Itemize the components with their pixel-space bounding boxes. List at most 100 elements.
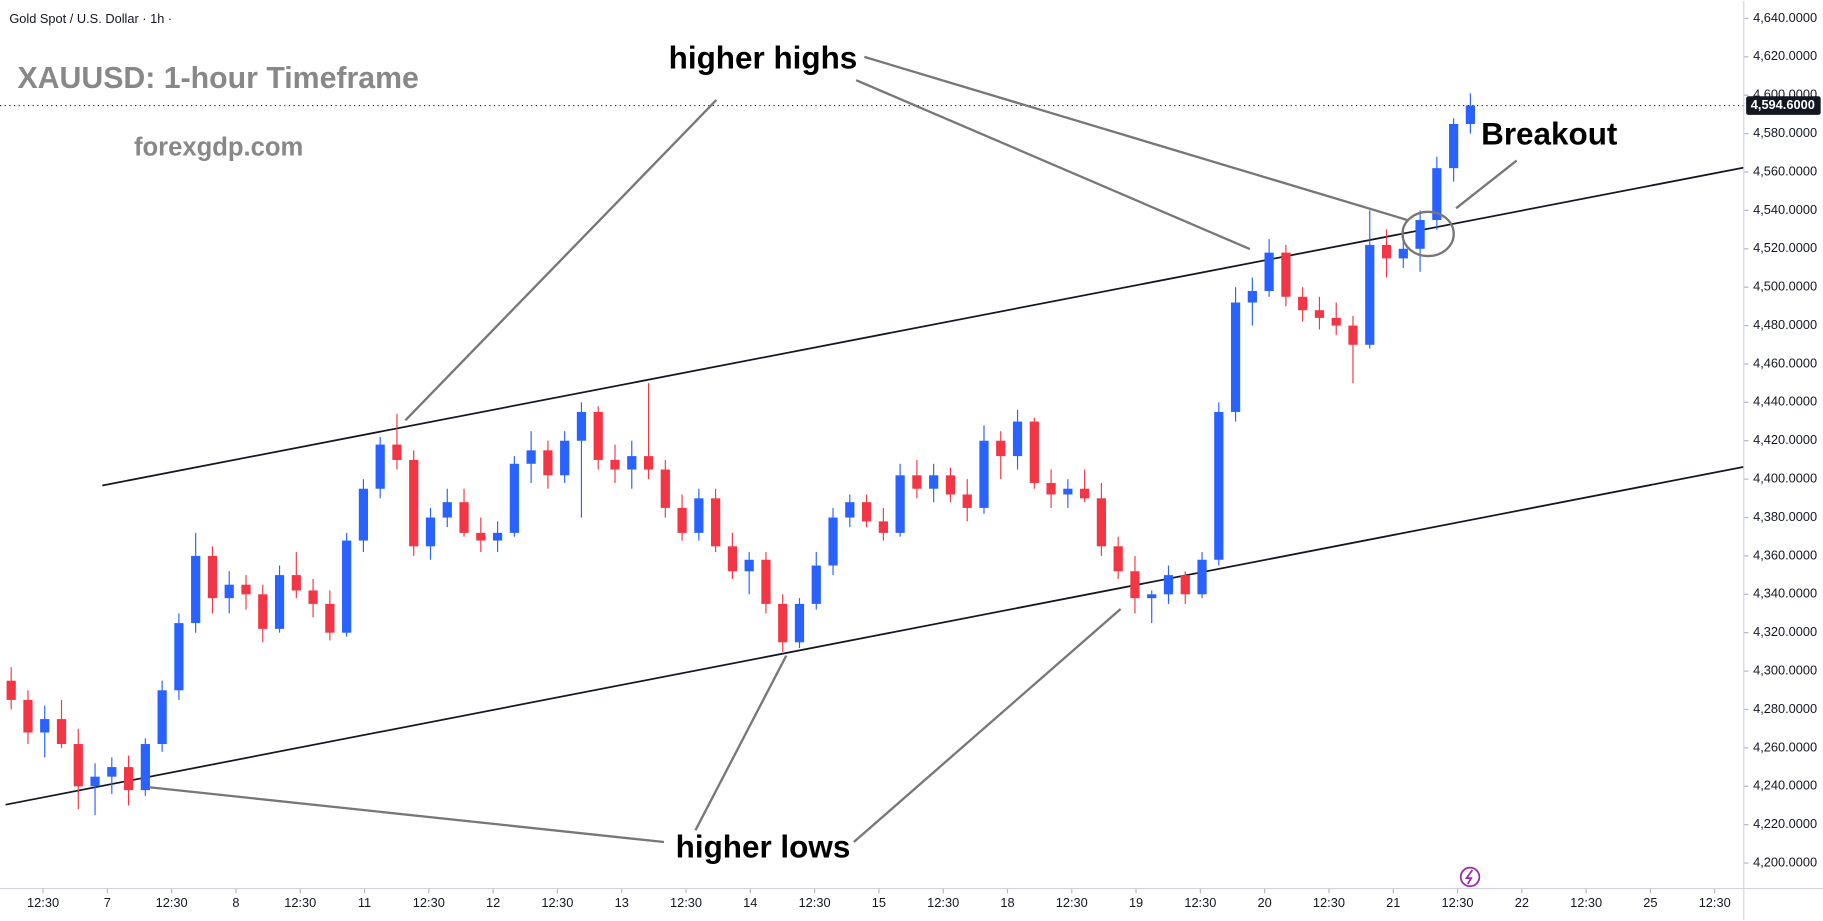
candle-body [291, 575, 301, 591]
candle-body [1230, 302, 1241, 412]
candle-body [425, 517, 436, 547]
arrow [853, 608, 1122, 843]
candle-body [861, 502, 872, 522]
candle-body [1046, 482, 1056, 495]
y-tick-label: 4,240.0000 [1753, 778, 1817, 793]
candle-body [878, 521, 888, 533]
candle-body [325, 603, 335, 633]
candle-body [1449, 124, 1459, 169]
y-tick-label: 4,260.0000 [1753, 739, 1817, 754]
trendline [102, 166, 1744, 487]
breakout-circle [1401, 210, 1455, 258]
candle-body [1432, 168, 1442, 220]
candle-body [1080, 488, 1090, 499]
candle-body [1012, 421, 1023, 457]
candle-body [1247, 291, 1257, 303]
y-tick-label: 4,420.0000 [1753, 432, 1817, 447]
candle-body [593, 411, 603, 460]
candle-body [1214, 411, 1224, 560]
arrow [694, 655, 788, 831]
candle-body [1298, 296, 1308, 311]
candle-body [375, 444, 385, 489]
candle-body [996, 440, 1006, 457]
candle-body [1029, 421, 1039, 483]
chart-title: XAUUSD: 1-hour Timeframe [17, 62, 418, 95]
x-tick-label: 25 [1643, 895, 1657, 910]
last-price-box [1746, 96, 1821, 115]
y-tick-label: 4,640.0000 [1753, 10, 1817, 25]
x-tick-label: 12:30 [1570, 895, 1602, 910]
candle-body [627, 456, 637, 470]
candle-body [694, 498, 704, 533]
y-tick-label: 4,580.0000 [1753, 125, 1817, 140]
candle-body [191, 555, 201, 624]
x-tick-label: 12:30 [27, 895, 59, 910]
candle-body [392, 444, 402, 460]
x-tick-label: 14 [743, 895, 757, 910]
candle-body [1197, 559, 1207, 595]
replay-icon[interactable] [1459, 866, 1481, 888]
candle-body [560, 440, 570, 476]
candle-body [962, 494, 972, 508]
annotation: Breakout [1481, 116, 1618, 151]
candle-body [23, 699, 33, 733]
candle-body [576, 411, 587, 441]
candle-body [492, 532, 503, 541]
candle-body [895, 475, 905, 533]
candle-body [90, 776, 100, 787]
x-tick-label: 12:30 [1056, 895, 1088, 910]
icon-circle [1459, 866, 1481, 888]
candle-body [1163, 575, 1174, 595]
candle-body [140, 744, 150, 791]
y-tick-label: 4,440.0000 [1753, 394, 1817, 409]
y-tick-label: 4,200.0000 [1753, 854, 1817, 869]
candle-body [409, 459, 419, 547]
y-tick-label: 4,620.0000 [1753, 48, 1817, 63]
x-tick-label: 12:30 [284, 895, 316, 910]
candle-body [643, 456, 654, 470]
candle-body [174, 623, 184, 691]
x-tick-label: 12:30 [1184, 895, 1216, 910]
last-price-label: 4,594.6000 [1751, 97, 1815, 112]
x-tick-label: 20 [1258, 895, 1272, 910]
candle-body [526, 450, 536, 464]
x-tick-label: 13 [615, 895, 629, 910]
x-tick-label: 12:30 [927, 895, 959, 910]
candle-body [1130, 571, 1140, 599]
candle-body [912, 475, 922, 489]
candle-body [1365, 244, 1375, 345]
candle-body [945, 475, 956, 495]
candle-body [107, 767, 117, 777]
arrow [855, 79, 1251, 251]
candle-body [1096, 498, 1107, 547]
candle-body [1398, 248, 1408, 259]
candle-body [660, 469, 670, 508]
candle-body [207, 555, 218, 599]
x-tick-label: 21 [1386, 895, 1400, 910]
x-tick-label: 12:30 [1313, 895, 1345, 910]
candle-body [73, 744, 83, 787]
annotation: higher highs [669, 41, 858, 76]
y-tick-label: 4,360.0000 [1753, 547, 1817, 562]
y-tick-label: 4,560.0000 [1753, 163, 1817, 178]
candle-body [828, 517, 838, 566]
candle-body [274, 575, 285, 629]
candle-body [845, 502, 855, 518]
candle-body [1264, 252, 1274, 292]
candle-body [509, 463, 519, 533]
arrow [1455, 159, 1518, 210]
candle-body [929, 475, 939, 489]
y-tick-label: 4,540.0000 [1753, 202, 1817, 217]
icon-bolt [1464, 869, 1474, 885]
candle-body [358, 488, 369, 541]
candle-body [342, 540, 352, 633]
x-tick-label: 8 [232, 895, 239, 910]
header: Gold Spot / U.S. Dollar · 1h · [9, 11, 172, 26]
x-tick-label: 12:30 [1699, 895, 1731, 910]
candle-body [543, 450, 553, 476]
arrow [404, 99, 718, 422]
candle-body [442, 502, 452, 518]
